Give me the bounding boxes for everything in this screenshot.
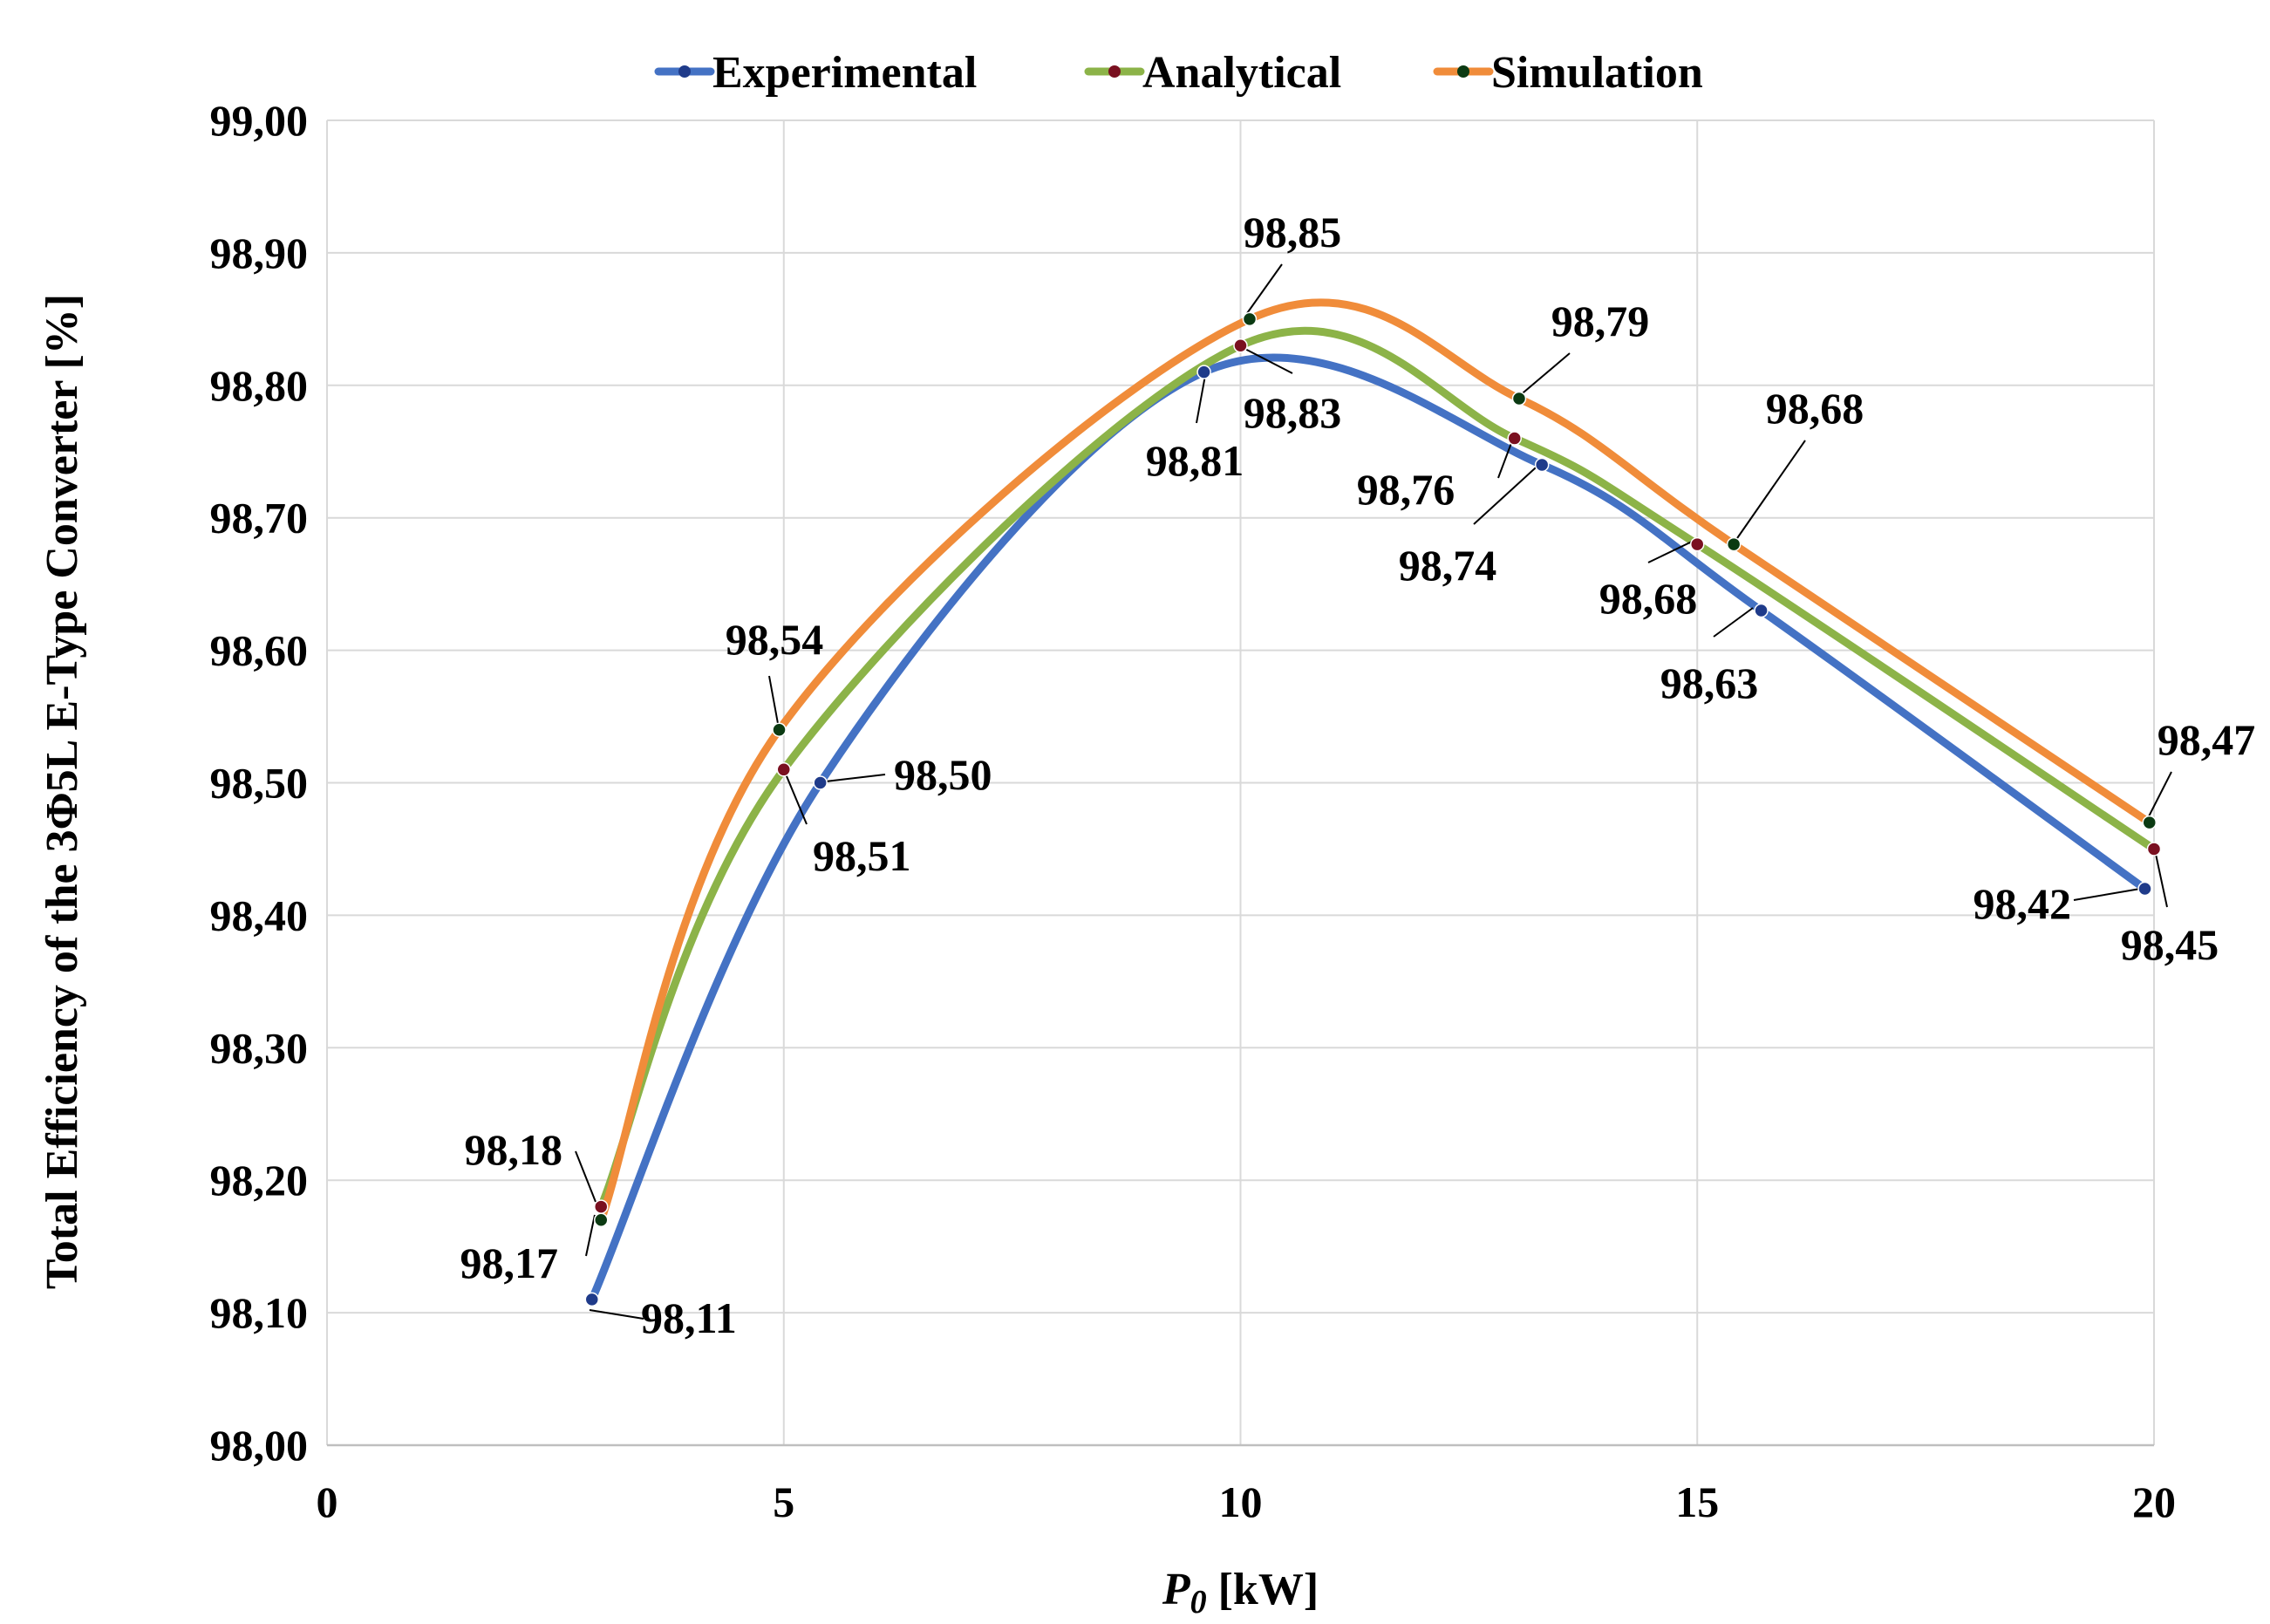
y-tick-label: 98,80 (210, 361, 309, 410)
x-tick-label: 5 (773, 1477, 794, 1526)
y-tick-label: 98,00 (210, 1421, 309, 1470)
y-tick-label: 98,90 (210, 229, 309, 277)
y-tick-label: 99,00 (210, 96, 309, 145)
marker-analytical (1690, 536, 1705, 552)
marker-experimental (2137, 881, 2152, 897)
y-tick-label: 98,30 (210, 1023, 309, 1072)
x-tick-label: 15 (1675, 1477, 1719, 1526)
marker-analytical (1507, 431, 1522, 446)
marker-simulation (1511, 391, 1527, 406)
gridlines (326, 119, 2155, 1446)
data-label-analytical: 98,83 (1244, 388, 1342, 437)
y-tick-label: 98,70 (210, 494, 309, 542)
marker-experimental (1754, 603, 1769, 618)
x-axis-title-main: P (1162, 1565, 1191, 1614)
y-tick-label: 98,40 (210, 890, 309, 939)
series-line-experimental (588, 353, 2150, 1304)
data-label-experimental: 98,11 (641, 1293, 737, 1342)
marker-simulation (2142, 815, 2158, 830)
legend-label-experimental: Experimental (712, 48, 977, 98)
data-label-experimental: 98,42 (1973, 879, 2072, 928)
leader-line (585, 1214, 596, 1257)
data-label-analytical: 98,51 (813, 831, 911, 880)
marker-experimental (813, 775, 828, 790)
data-label-analytical: 98,18 (465, 1125, 563, 1174)
x-tick-label: 20 (2132, 1477, 2176, 1526)
marker-experimental (1196, 365, 1211, 379)
marker-simulation (594, 1212, 609, 1228)
marker-analytical (594, 1199, 609, 1214)
data-label-analytical: 98,45 (2121, 920, 2219, 969)
series-lines (588, 298, 2158, 1304)
marker-analytical (2146, 842, 2162, 856)
x-axis-title-unit: [kW] (1207, 1565, 1319, 1614)
data-label-experimental: 98,81 (1146, 436, 1244, 485)
y-tick-label: 98,10 (210, 1288, 309, 1337)
data-label-simulation: 98,54 (726, 615, 824, 664)
marker-simulation (772, 722, 787, 737)
data-label-analytical: 98,68 (1599, 574, 1698, 623)
leader-line (1735, 440, 1806, 542)
x-axis-title: P0 [kW] (1162, 1565, 1319, 1621)
data-markers (584, 311, 2162, 1307)
leader-line (2073, 887, 2146, 901)
leader-line (1244, 263, 1283, 317)
marker-experimental (1534, 457, 1550, 473)
x-axis-title-sub: 0 (1190, 1584, 1207, 1621)
leader-line (1517, 352, 1571, 398)
x-tick-label: 0 (317, 1477, 338, 1526)
leader-line (768, 675, 780, 729)
x-tick-label: 10 (1219, 1477, 1263, 1526)
legend-marker-simulation (1457, 65, 1469, 78)
data-label-simulation: 98,47 (2158, 715, 2256, 764)
leader-line (1196, 370, 1207, 424)
y-tick-label: 98,50 (210, 759, 309, 808)
series-line-analytical (596, 326, 2158, 1211)
legend-label-analytical: Analytical (1142, 48, 1341, 98)
legend: Experimental Analytical Simulation (654, 48, 1703, 98)
marker-experimental (584, 1292, 600, 1307)
legend-marker-experimental (678, 65, 691, 78)
marker-simulation (1726, 536, 1742, 552)
data-label-experimental: 98,63 (1660, 658, 1759, 707)
y-axis-title: Total Efficiency of the 3Φ5L E-Type Conv… (37, 294, 87, 1289)
data-label-experimental: 98,74 (1399, 541, 1497, 590)
data-label-analytical: 98,76 (1357, 465, 1455, 514)
marker-simulation (1242, 311, 1258, 327)
leader-line (1713, 607, 1754, 638)
axes: 98,00 98,10 98,20 98,30 98,40 98,50 98,60 98,70… (210, 96, 2177, 1526)
series-line-simulation (596, 298, 2154, 1225)
leader-line (575, 1150, 596, 1203)
marker-analytical (1233, 338, 1248, 353)
leader-line (589, 1309, 644, 1320)
data-label-simulation: 98,17 (460, 1238, 559, 1287)
marker-analytical (776, 762, 791, 777)
legend-label-simulation: Simulation (1491, 48, 1703, 98)
data-label-experimental: 98,50 (894, 750, 992, 799)
leader-line (1473, 459, 1545, 525)
data-labels: 98,11 98,50 98,81 98,74 98,63 98,42 98,18 98,51… (460, 208, 2256, 1342)
data-label-simulation: 98,85 (1244, 208, 1342, 256)
leader-line (2153, 845, 2168, 908)
leader-line (1647, 540, 1694, 563)
data-label-simulation: 98,79 (1551, 297, 1650, 345)
leader-line (2146, 771, 2172, 821)
legend-marker-analytical (1108, 65, 1121, 78)
y-tick-label: 98,60 (210, 626, 309, 675)
y-tick-label: 98,20 (210, 1156, 309, 1204)
leader-line (817, 774, 886, 783)
label-leader-lines (575, 263, 2172, 1320)
data-label-simulation: 98,68 (1766, 384, 1864, 433)
